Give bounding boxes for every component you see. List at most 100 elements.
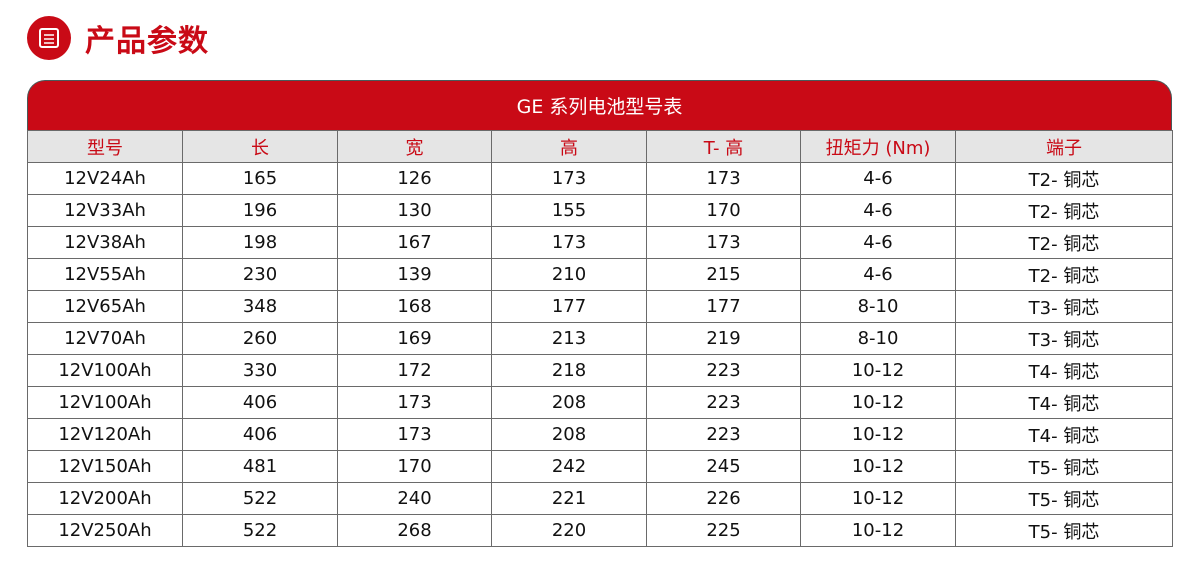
table-caption: GE 系列电池型号表 xyxy=(27,80,1172,130)
table-cell: 169 xyxy=(337,322,492,355)
table-cell: T3- 铜芯 xyxy=(955,322,1173,355)
table-row: 12V55Ah 230 139 210 215 4-6 T2- 铜芯 xyxy=(27,258,1173,291)
table-cell: 167 xyxy=(337,226,492,259)
table-cell: 12V250Ah xyxy=(27,514,183,547)
section-header: 产品参数 xyxy=(27,16,209,60)
table-header-row: 型号长宽高 T- 高扭矩力 (Nm) 端子 xyxy=(27,130,1173,163)
table-cell: 173 xyxy=(337,418,492,451)
table-cell: 165 xyxy=(182,162,338,195)
table-cell: 173 xyxy=(337,386,492,419)
table-cell: 223 xyxy=(646,354,801,387)
document-list-icon xyxy=(27,16,71,60)
table-cell: 223 xyxy=(646,418,801,451)
table-row: 12V120Ah 406 173 208 223 10-12 T4- 铜芯 xyxy=(27,418,1173,451)
table-cell: T2- 铜芯 xyxy=(955,258,1173,291)
column-header: 长 xyxy=(182,130,338,163)
table-cell: T5- 铜芯 xyxy=(955,514,1173,547)
table-cell: 173 xyxy=(491,162,647,195)
table-cell: 126 xyxy=(337,162,492,195)
table-cell: 218 xyxy=(491,354,647,387)
table-row: 12V65Ah 348 168 177 177 8-10 T3- 铜芯 xyxy=(27,290,1173,323)
table-cell: 12V55Ah xyxy=(27,258,183,291)
column-header: 高 xyxy=(491,130,647,163)
table-cell: 8-10 xyxy=(800,322,956,355)
table-cell: 170 xyxy=(337,450,492,483)
table-cell: T4- 铜芯 xyxy=(955,354,1173,387)
table-cell: 268 xyxy=(337,514,492,547)
table-cell: 12V70Ah xyxy=(27,322,183,355)
table-cell: 196 xyxy=(182,194,338,227)
table-row: 12V100Ah 406 173 208 223 10-12 T4- 铜芯 xyxy=(27,386,1173,419)
table-cell: 177 xyxy=(491,290,647,323)
table-cell: 406 xyxy=(182,418,338,451)
table-cell: 168 xyxy=(337,290,492,323)
table-cell: 139 xyxy=(337,258,492,291)
table-cell: 215 xyxy=(646,258,801,291)
table-cell: 330 xyxy=(182,354,338,387)
table-cell: 12V200Ah xyxy=(27,482,183,515)
table-row: 12V70Ah 260 169 213 219 8-10 T3- 铜芯 xyxy=(27,322,1173,355)
table-cell: 230 xyxy=(182,258,338,291)
table-cell: 12V150Ah xyxy=(27,450,183,483)
table-cell: 240 xyxy=(337,482,492,515)
table-cell: 522 xyxy=(182,514,338,547)
table-cell: 348 xyxy=(182,290,338,323)
table-cell: 177 xyxy=(646,290,801,323)
table-cell: 242 xyxy=(491,450,647,483)
table-cell: 10-12 xyxy=(800,386,956,419)
table-cell: T3- 铜芯 xyxy=(955,290,1173,323)
table-cell: 173 xyxy=(646,162,801,195)
table-cell: T4- 铜芯 xyxy=(955,386,1173,419)
table-cell: 12V65Ah xyxy=(27,290,183,323)
column-header: 型号 xyxy=(27,130,183,163)
table-cell: 12V120Ah xyxy=(27,418,183,451)
table-cell: 12V33Ah xyxy=(27,194,183,227)
table-cell: 155 xyxy=(491,194,647,227)
table-cell: 12V24Ah xyxy=(27,162,183,195)
table-cell: 170 xyxy=(646,194,801,227)
table-cell: 226 xyxy=(646,482,801,515)
table-cell: T4- 铜芯 xyxy=(955,418,1173,451)
table-cell: 10-12 xyxy=(800,354,956,387)
table-cell: T2- 铜芯 xyxy=(955,226,1173,259)
table-cell: 219 xyxy=(646,322,801,355)
table-cell: T2- 铜芯 xyxy=(955,162,1173,195)
table-cell: 220 xyxy=(491,514,647,547)
table-cell: T5- 铜芯 xyxy=(955,450,1173,483)
table-cell: 4-6 xyxy=(800,258,956,291)
column-header: 端子 xyxy=(955,130,1173,163)
model-table: GE 系列电池型号表 型号长宽高 T- 高扭矩力 (Nm) 端子 12V24Ah 16… xyxy=(27,80,1173,547)
table-cell: 208 xyxy=(491,418,647,451)
table-cell: 225 xyxy=(646,514,801,547)
table-row: 12V38Ah 198 167 173 173 4-6 T2- 铜芯 xyxy=(27,226,1173,259)
table-cell: 8-10 xyxy=(800,290,956,323)
table-cell: 173 xyxy=(491,226,647,259)
table-row: 12V150Ah 481 170 242 245 10-12 T5- 铜芯 xyxy=(27,450,1173,483)
table-cell: 4-6 xyxy=(800,226,956,259)
table-cell: 10-12 xyxy=(800,482,956,515)
section-title: 产品参数 xyxy=(85,24,209,59)
table-cell: 208 xyxy=(491,386,647,419)
table-cell: T2- 铜芯 xyxy=(955,194,1173,227)
table-cell: 10-12 xyxy=(800,450,956,483)
table-cell: 10-12 xyxy=(800,514,956,547)
table-cell: 4-6 xyxy=(800,162,956,195)
table-cell: 210 xyxy=(491,258,647,291)
table-cell: 10-12 xyxy=(800,418,956,451)
table-cell: 4-6 xyxy=(800,194,956,227)
table-cell: 12V100Ah xyxy=(27,354,183,387)
column-header: 宽 xyxy=(337,130,492,163)
table-cell: 12V38Ah xyxy=(27,226,183,259)
table-row: 12V250Ah 522 268 220 225 10-12 T5- 铜芯 xyxy=(27,514,1173,547)
table-cell: 260 xyxy=(182,322,338,355)
table-cell: 406 xyxy=(182,386,338,419)
table-cell: 213 xyxy=(491,322,647,355)
table-row: 12V100Ah 330 172 218 223 10-12 T4- 铜芯 xyxy=(27,354,1173,387)
table-cell: 221 xyxy=(491,482,647,515)
column-header: 扭矩力 (Nm) xyxy=(800,130,956,163)
column-header: T- 高 xyxy=(646,130,801,163)
table-row: 12V200Ah 522 240 221 226 10-12 T5- 铜芯 xyxy=(27,482,1173,515)
table-cell: T5- 铜芯 xyxy=(955,482,1173,515)
table-cell: 481 xyxy=(182,450,338,483)
table-row: 12V33Ah 196 130 155 170 4-6 T2- 铜芯 xyxy=(27,194,1173,227)
